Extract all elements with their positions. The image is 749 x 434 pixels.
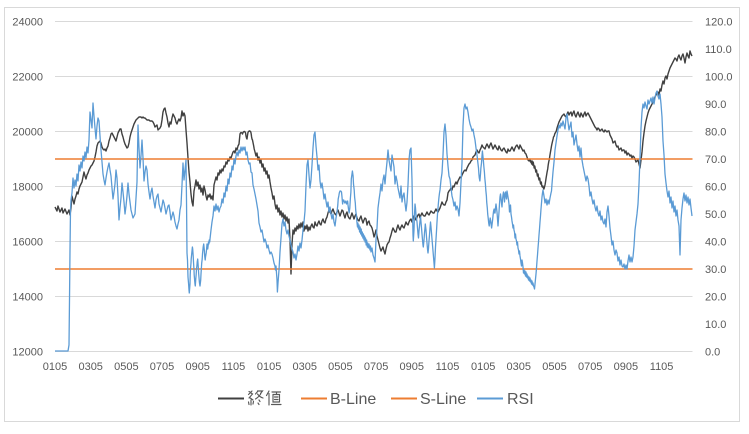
svg-text:30.0: 30.0 [705, 264, 726, 276]
svg-text:50.0: 50.0 [705, 209, 726, 221]
svg-text:0705: 0705 [364, 361, 388, 373]
svg-text:12000: 12000 [12, 347, 43, 359]
svg-text:0505: 0505 [542, 361, 566, 373]
svg-text:0305: 0305 [78, 361, 102, 373]
svg-text:40.0: 40.0 [705, 237, 726, 249]
svg-text:0105: 0105 [43, 361, 67, 373]
svg-text:60.0: 60.0 [705, 182, 726, 194]
svg-text:20.0: 20.0 [705, 292, 726, 304]
svg-text:0705: 0705 [150, 361, 174, 373]
svg-text:10.0: 10.0 [705, 319, 726, 331]
svg-text:18000: 18000 [12, 182, 43, 194]
svg-text:14000: 14000 [12, 292, 43, 304]
svg-text:22000: 22000 [12, 72, 43, 84]
svg-text:0105: 0105 [257, 361, 281, 373]
svg-text:0105: 0105 [471, 361, 495, 373]
svg-text:0905: 0905 [400, 361, 424, 373]
svg-text:RSI: RSI [507, 391, 534, 408]
svg-text:S-Line: S-Line [420, 391, 466, 408]
svg-text:24000: 24000 [12, 17, 43, 29]
svg-text:0505: 0505 [114, 361, 138, 373]
svg-text:0705: 0705 [578, 361, 602, 373]
svg-text:B-Line: B-Line [330, 391, 376, 408]
svg-text:20000: 20000 [12, 127, 43, 139]
svg-text:0305: 0305 [507, 361, 531, 373]
svg-text:100.0: 100.0 [705, 72, 733, 84]
svg-text:80.0: 80.0 [705, 127, 726, 139]
svg-text:1105: 1105 [222, 361, 246, 373]
svg-text:16000: 16000 [12, 237, 43, 249]
svg-text:90.0: 90.0 [705, 99, 726, 111]
svg-text:0905: 0905 [614, 361, 638, 373]
svg-text:110.0: 110.0 [705, 44, 732, 56]
svg-text:0505: 0505 [328, 361, 352, 373]
svg-text:0905: 0905 [185, 361, 209, 373]
svg-text:70.0: 70.0 [705, 154, 726, 166]
svg-text:120.0: 120.0 [705, 17, 733, 29]
svg-text:0305: 0305 [293, 361, 317, 373]
svg-text:0.0: 0.0 [705, 347, 720, 359]
svg-text:1105: 1105 [650, 361, 674, 373]
svg-text:1105: 1105 [436, 361, 460, 373]
